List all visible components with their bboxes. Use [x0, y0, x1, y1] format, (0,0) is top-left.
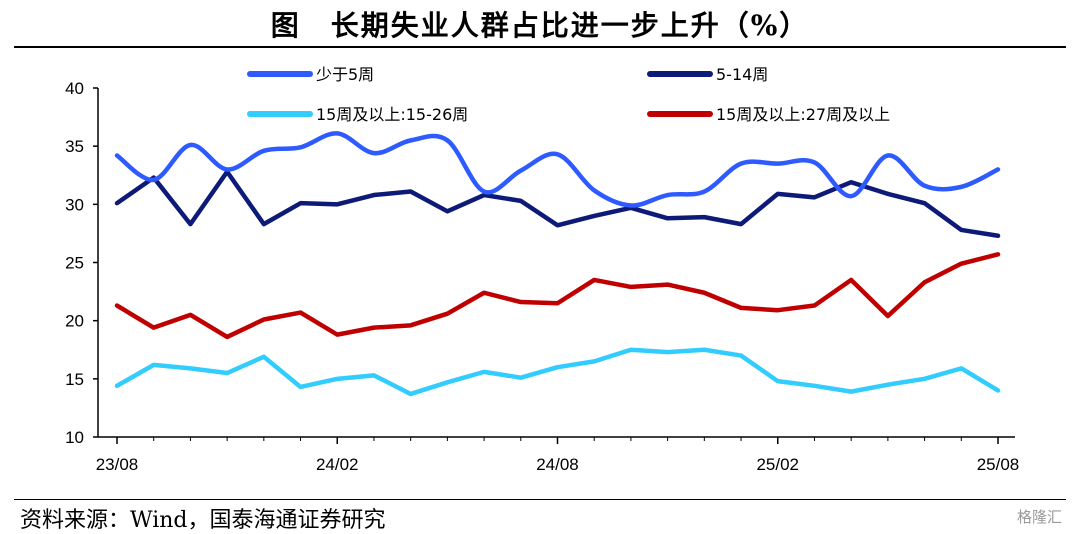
legend-label-3: 15周及以上:27周及以上 — [716, 105, 890, 124]
watermark-logo: 格隆汇 — [1016, 508, 1062, 526]
legend-label-0: 少于5周 — [316, 65, 374, 84]
y-tick-label: 15 — [65, 370, 84, 389]
y-tick-label: 25 — [65, 254, 84, 273]
chart-title: 图 长期失业人群占比进一步上升（%） — [270, 9, 810, 42]
x-tick-label: 24/08 — [536, 455, 579, 474]
y-tick-label: 30 — [65, 195, 84, 214]
y-tick-label: 20 — [65, 312, 84, 331]
chart-legend: 少于5周 5-14周 15周及以上:15-26周 15周及以上:27周及以上 — [247, 65, 890, 124]
source-divider — [14, 499, 1066, 500]
x-tick-label: 24/02 — [316, 455, 359, 474]
y-tick-label: 10 — [65, 428, 84, 447]
title-divider — [14, 46, 1066, 48]
x-tick-label: 25/02 — [756, 455, 799, 474]
chart-axes: 10 15 20 25 30 35 40 23/08 24/02 24/08 25/02 25/08 — [65, 79, 1019, 474]
legend-label-1: 5-14周 — [716, 65, 768, 84]
series-line-1 — [114, 169, 1001, 238]
series-line-3 — [114, 252, 1001, 340]
series-line-2 — [114, 347, 1001, 397]
chart-series — [114, 131, 1001, 397]
x-tick-label: 23/08 — [96, 455, 139, 474]
series-line-0 — [114, 131, 1001, 208]
y-tick-label: 40 — [65, 79, 84, 98]
source-note: 资料来源：Wind，国泰海通证券研究 — [20, 508, 386, 533]
y-tick-label: 35 — [65, 137, 84, 156]
x-tick-label: 25/08 — [977, 455, 1020, 474]
legend-label-2: 15周及以上:15-26周 — [316, 105, 468, 124]
